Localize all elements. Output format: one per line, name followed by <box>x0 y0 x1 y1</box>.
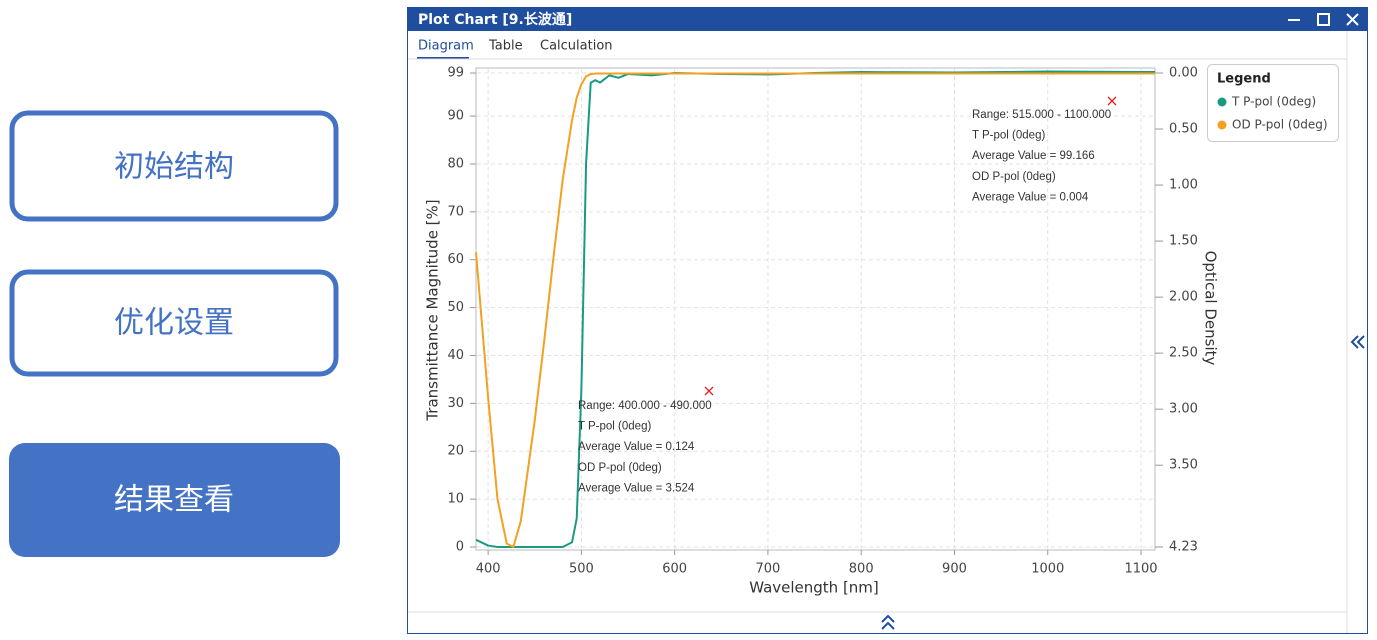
legend-label: T P-pol (0deg) <box>1231 95 1316 109</box>
tab-active[interactable]: Diagram <box>418 39 474 54</box>
legend-label: OD P-pol (0deg) <box>1232 118 1328 132</box>
annotation-text: Range: 515.000 - 1100.000 <box>972 109 1111 121</box>
y2-tick-label: 3.50 <box>1169 458 1198 473</box>
y2-tick-label: 1.00 <box>1169 178 1198 193</box>
y2-tick-label: 2.50 <box>1169 346 1198 361</box>
y2-tick-label: 0.50 <box>1169 122 1198 137</box>
window-title: Plot Chart [9.长波通] <box>418 11 572 28</box>
x-tick-label: 1100 <box>1124 562 1157 577</box>
annotation-text: Average Value = 0.004 <box>972 191 1089 203</box>
x-axis-label: Wavelength [nm] <box>749 579 879 597</box>
legend-marker <box>1217 120 1227 130</box>
y2-tick-label: 2.00 <box>1169 290 1198 305</box>
y2-tick-label: 1.50 <box>1169 234 1198 249</box>
annotation-text: Average Value = 3.524 <box>578 482 695 494</box>
sidebar-button[interactable] <box>9 269 339 377</box>
y-tick-label: 50 <box>447 300 464 315</box>
annotation-text: OD P-pol (0deg) <box>972 171 1056 183</box>
close-button[interactable] <box>1346 13 1359 26</box>
legend-title: Legend <box>1217 72 1271 87</box>
y2-axis-label: Optical Density <box>1202 251 1220 366</box>
tab[interactable]: Table <box>488 39 523 54</box>
x-tick-label: 1000 <box>1031 562 1064 577</box>
x-tick-label: 800 <box>849 562 874 577</box>
y2-tick-label: 0.00 <box>1169 66 1198 81</box>
y2-tick-label: 3.00 <box>1169 402 1198 417</box>
y-axis-label: Transmittance Magnitude [%] <box>424 199 442 421</box>
legend <box>1207 64 1339 142</box>
title-bar <box>407 7 1368 31</box>
x-tick-label: 900 <box>942 562 967 577</box>
y-tick-label: 99 <box>447 66 464 81</box>
annotation-text: Range: 400.000 - 490.000 <box>578 400 712 412</box>
y-tick-label: 10 <box>447 492 464 507</box>
tab[interactable]: Calculation <box>540 39 613 54</box>
maximize-button[interactable] <box>1317 13 1330 26</box>
annotation-marker <box>704 386 714 396</box>
x-tick-label: 700 <box>756 562 781 577</box>
y-tick-label: 0 <box>456 540 464 555</box>
sidebar-button-label[interactable]: 初始结构 <box>114 150 234 185</box>
y-tick-label: 40 <box>447 348 464 363</box>
sidebar-button-active[interactable] <box>9 443 340 557</box>
annotation-text: T P-pol (0deg) <box>972 130 1045 142</box>
x-tick-label: 400 <box>476 562 501 577</box>
y-tick-label: 20 <box>447 444 464 459</box>
legend-marker <box>1217 97 1227 107</box>
annotation-text: OD P-pol (0deg) <box>578 462 662 474</box>
y2-tick-label: 4.23 <box>1169 540 1198 555</box>
annotation-text: Average Value = 0.124 <box>578 441 695 453</box>
y-tick-label: 90 <box>447 109 464 124</box>
sidebar-button-label[interactable]: 优化设置 <box>114 306 234 341</box>
expand-bottom-icon[interactable] <box>881 614 895 630</box>
collapse-right-icon[interactable] <box>1350 335 1365 349</box>
y-tick-label: 60 <box>447 252 464 267</box>
y-tick-label: 80 <box>447 156 464 171</box>
plot-area <box>475 67 1156 551</box>
y-tick-label: 30 <box>447 396 464 411</box>
annotation-marker <box>1107 96 1117 106</box>
x-tick-label: 500 <box>569 562 594 577</box>
x-tick-label: 600 <box>662 562 687 577</box>
annotation-text: T P-pol (0deg) <box>578 421 651 433</box>
sidebar-button-label[interactable]: 结果查看 <box>114 483 234 518</box>
y-tick-label: 70 <box>447 204 464 219</box>
sidebar-button[interactable] <box>9 110 339 222</box>
annotation-text: Average Value = 99.166 <box>972 150 1095 162</box>
series-line <box>475 72 1155 548</box>
